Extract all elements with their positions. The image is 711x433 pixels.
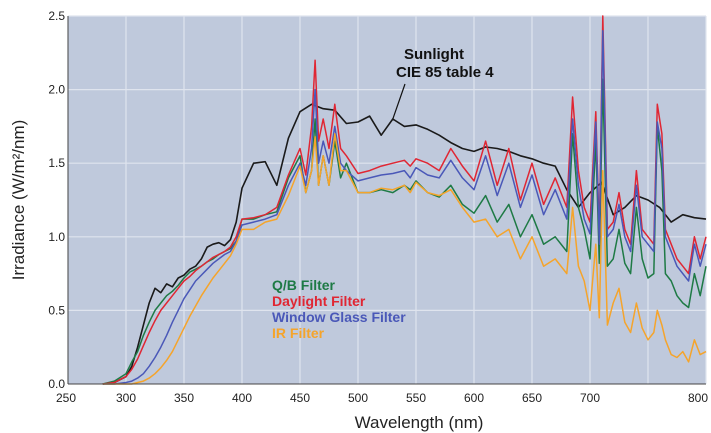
y-tick-label: 1.0 — [48, 230, 65, 244]
x-axis-label: Wavelength (nm) — [355, 413, 484, 432]
x-tick-label: 250 — [56, 391, 76, 405]
y-tick-label: 0.0 — [48, 377, 65, 391]
x-tick-label: 400 — [232, 391, 252, 405]
y-tick-label: 2.5 — [48, 9, 65, 23]
x-tick-label: 550 — [406, 391, 426, 405]
x-tick-label: 300 — [116, 391, 136, 405]
y-tick-label: 0.5 — [48, 303, 65, 317]
plot-area — [68, 16, 706, 384]
x-tick-labels: 250 300 350 400 450 500 550 600 650 700 800 — [56, 391, 708, 405]
x-tick-label: 800 — [688, 391, 708, 405]
series-group — [102, 15, 707, 385]
series-line-ir-filter — [102, 133, 707, 385]
y-axis-label: Irradiance (W/m²/nm) — [9, 120, 28, 281]
sunlight-annotation: Sunlight CIE 85 table 4 — [392, 46, 494, 120]
legend-entry-q-b-filter: Q/B Filter — [272, 277, 336, 293]
series-line-daylight-filter — [102, 15, 707, 385]
x-tick-label: 450 — [290, 391, 310, 405]
x-tick-label: 350 — [174, 391, 194, 405]
series-line-sunlight-cie-85-table-4 — [102, 103, 707, 385]
y-tick-label: 1.5 — [48, 156, 65, 170]
annotation-pointer — [392, 83, 406, 120]
x-tick-label: 600 — [464, 391, 484, 405]
series-line-window-glass-filter — [102, 29, 707, 385]
legend-entry-window-glass-filter: Window Glass Filter — [272, 309, 406, 325]
axes — [67, 16, 706, 385]
annotation-line-2: CIE 85 table 4 — [396, 64, 494, 81]
x-tick-label: 650 — [522, 391, 542, 405]
y-tick-label: 2.0 — [48, 83, 65, 97]
legend-entry-daylight-filter: Daylight Filter — [272, 293, 366, 309]
x-tick-label: 700 — [580, 391, 600, 405]
y-tick-labels: 0.0 0.5 1.0 1.5 2.0 2.5 — [48, 9, 65, 391]
x-tick-label: 500 — [348, 391, 368, 405]
legend-entry-ir-filter: IR Filter — [272, 325, 325, 341]
annotation-line-1: Sunlight — [404, 46, 464, 63]
